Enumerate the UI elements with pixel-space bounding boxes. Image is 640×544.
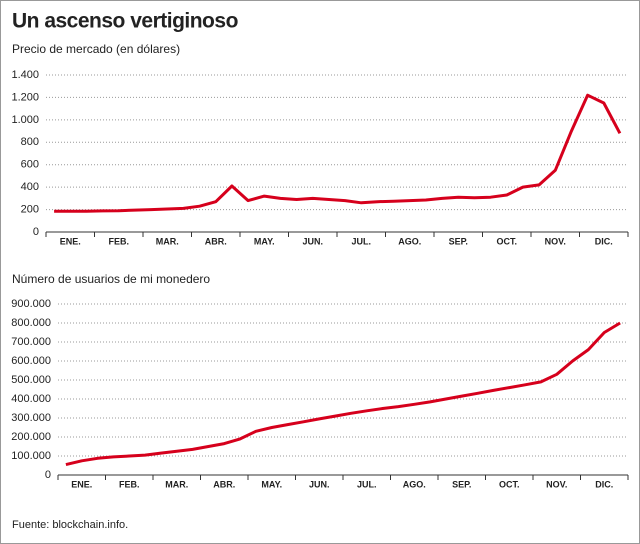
x-tick-label: NOV.	[546, 479, 567, 489]
y-tick-label: 800	[21, 136, 39, 148]
y-tick-label: 500.000	[11, 374, 51, 386]
x-tick-label: MAR.	[165, 479, 188, 489]
source: Fuente: blockchain.info.	[12, 519, 128, 531]
x-tick-label: SEP.	[449, 236, 468, 246]
x-tick-label: JUL.	[357, 479, 377, 489]
y-tick-label: 600.000	[11, 355, 51, 367]
x-tick-label: DIC.	[595, 479, 613, 489]
chart-subtitle: Número de usuarios de mi monedero	[12, 272, 210, 286]
y-tick-label: 1.400	[11, 69, 39, 81]
y-tick-label: 200.000	[11, 431, 51, 443]
y-tick-label: 300.000	[11, 412, 51, 424]
x-tick-label: DIC.	[595, 236, 613, 246]
y-tick-label: 0	[45, 469, 51, 481]
x-tick-label: NOV.	[545, 236, 566, 246]
line-series	[54, 93, 622, 213]
y-tick-label: 900.000	[11, 298, 51, 310]
y-tick-label: 100.000	[11, 450, 51, 462]
x-tick-label: ABR.	[213, 479, 235, 489]
x-tick-label: FEB.	[119, 479, 140, 489]
x-tick-label: SEP.	[452, 479, 471, 489]
y-tick-label: 1.200	[11, 91, 39, 103]
x-tick-label: JUN.	[302, 236, 323, 246]
y-tick-label: 200	[21, 203, 39, 215]
x-tick-label: ENE.	[60, 236, 81, 246]
y-tick-label: 400	[21, 181, 39, 193]
y-tick-label: 700.000	[11, 336, 51, 348]
x-tick-label: OCT.	[496, 236, 517, 246]
line-series	[65, 321, 621, 467]
x-tick-label: MAY.	[254, 236, 275, 246]
x-tick-label: ENE.	[71, 479, 92, 489]
x-tick-label: AGO.	[403, 479, 426, 489]
x-tick-label: JUN.	[309, 479, 330, 489]
y-tick-label: 800.000	[11, 317, 51, 329]
chart-subtitle: Precio de mercado (en dólares)	[12, 42, 180, 56]
y-tick-label: 600	[21, 159, 39, 171]
x-tick-label: JUL.	[351, 236, 371, 246]
x-tick-label: FEB.	[108, 236, 129, 246]
page-title: Un ascenso vertiginoso	[12, 10, 238, 33]
y-tick-label: 400.000	[11, 393, 51, 405]
y-tick-label: 1.000	[11, 114, 39, 126]
y-tick-label: 0	[33, 226, 39, 238]
x-tick-label: ABR.	[205, 236, 227, 246]
x-tick-label: OCT.	[499, 479, 520, 489]
x-tick-label: MAY.	[261, 479, 282, 489]
x-tick-label: AGO.	[398, 236, 421, 246]
x-tick-label: MAR.	[156, 236, 179, 246]
